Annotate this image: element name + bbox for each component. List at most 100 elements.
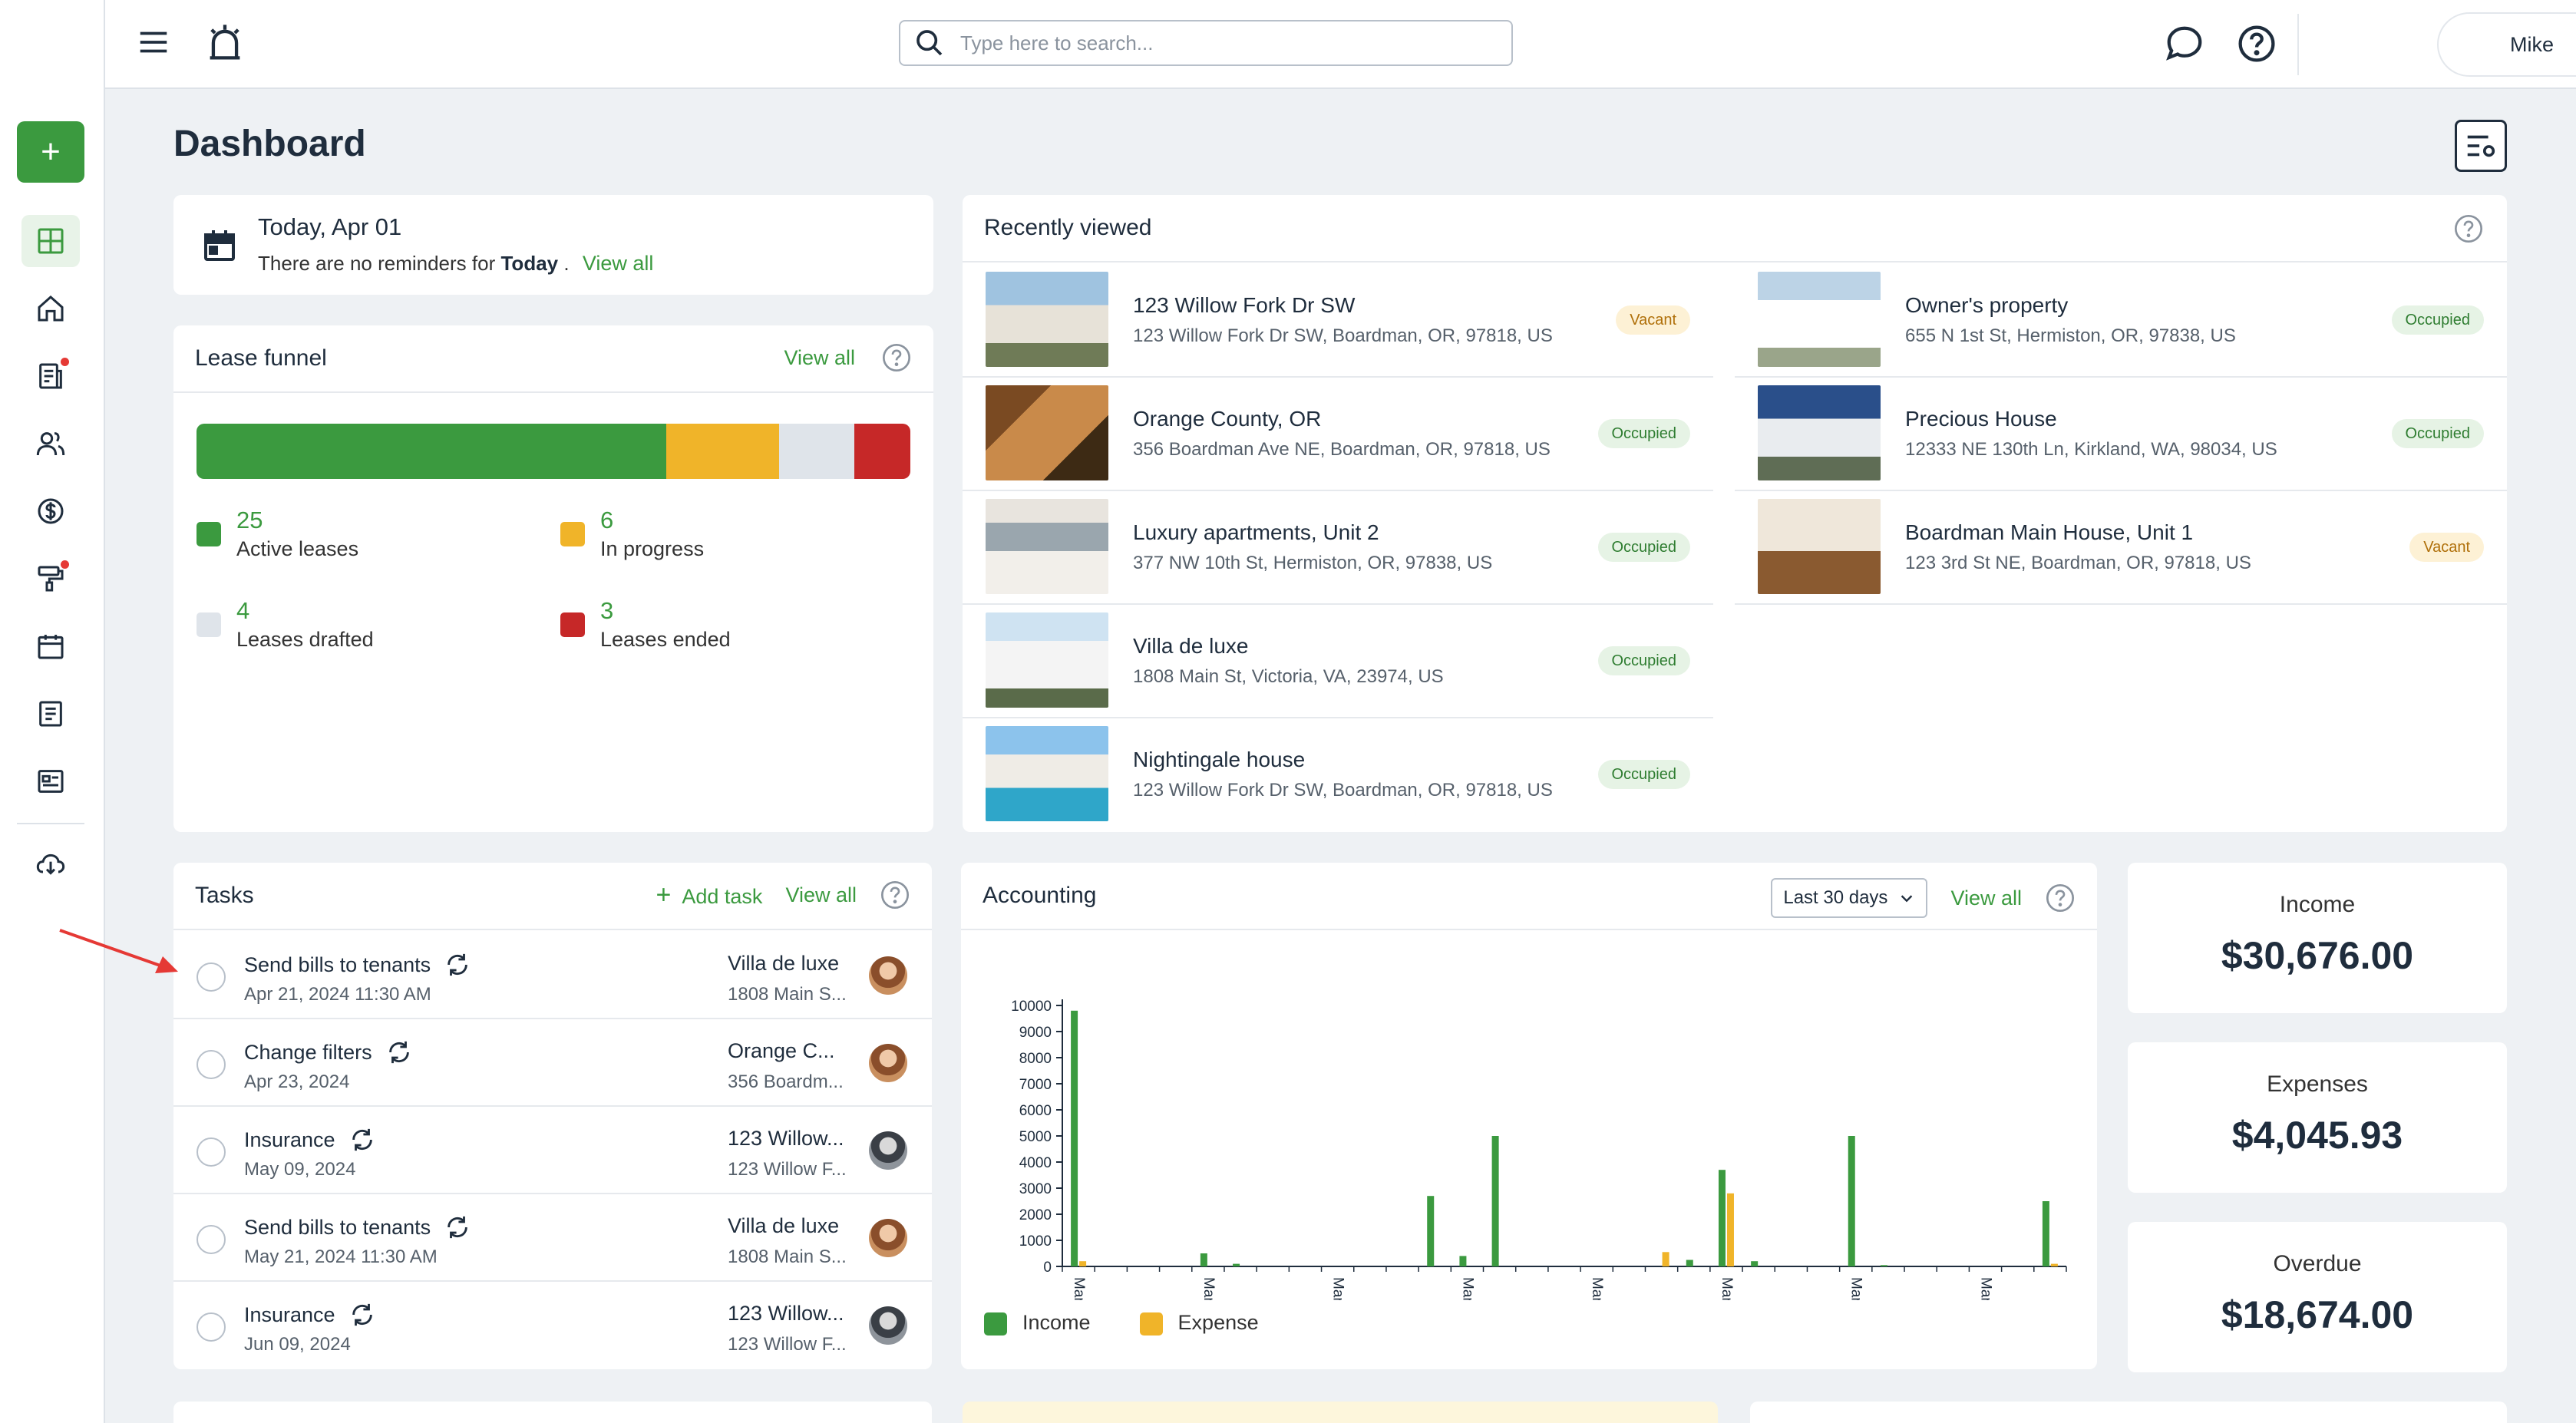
recent-property-item[interactable]: Precious House 12333 NE 130th Ln, Kirkla… bbox=[1735, 378, 2507, 491]
property-name: Precious House bbox=[1905, 407, 2057, 431]
task-property: Villa de luxe bbox=[728, 952, 840, 975]
legend-item-expense[interactable]: Expense bbox=[1139, 1311, 1259, 1336]
sidebar-item-dashboard[interactable] bbox=[21, 215, 80, 267]
income-summary-card[interactable]: Income $30,676.00 bbox=[2128, 863, 2507, 1013]
dashboard-settings-button[interactable] bbox=[2455, 120, 2507, 172]
bar-income-mar-05 bbox=[1200, 1253, 1207, 1266]
top-bar: Mike bbox=[105, 0, 2576, 89]
legend-item-income[interactable]: Income bbox=[984, 1311, 1091, 1336]
property-address: 356 Boardman Ave NE, Boardman, OR, 97818… bbox=[1133, 439, 1551, 460]
task-complete-checkbox[interactable] bbox=[197, 1312, 226, 1342]
help-icon[interactable] bbox=[2453, 213, 2484, 244]
recent-property-item[interactable]: Boardman Main House, Unit 1 123 3rd St N… bbox=[1735, 491, 2507, 605]
task-complete-checkbox[interactable] bbox=[197, 1225, 226, 1254]
accounting-chart: 0 1000 2000 3000 4000 5000 6000 7000 8000 9000 100… bbox=[1011, 999, 2067, 1300]
accounting-card: Accounting Last 30 days View all 0 1000 20… bbox=[961, 863, 2097, 1369]
calendar-icon bbox=[38, 635, 64, 659]
sidebar-item-maintenance[interactable] bbox=[21, 553, 80, 605]
sidebar-item-calendar[interactable] bbox=[21, 620, 80, 672]
funnel-label: Leases ended bbox=[600, 628, 731, 651]
property-name: Nightingale house bbox=[1133, 748, 1306, 771]
sidebar: + bbox=[0, 0, 105, 1423]
chevron-down-icon bbox=[1901, 895, 1913, 903]
annotation-arrow-icon bbox=[59, 929, 178, 973]
help-icon[interactable] bbox=[881, 342, 912, 373]
recent-property-item[interactable]: Luxury apartments, Unit 2 377 NW 10th St… bbox=[963, 491, 1713, 605]
sidebar-item-people[interactable] bbox=[21, 418, 80, 470]
funnel-item-drafted[interactable]: 4 Leases drafted bbox=[197, 597, 374, 652]
recurring-icon bbox=[447, 953, 467, 976]
funnel-item-active[interactable]: 25 Active leases bbox=[197, 507, 358, 561]
add-task-button[interactable]: + Add task bbox=[656, 880, 763, 910]
reminders-card: Today, Apr 01 There are no reminders for… bbox=[173, 195, 933, 295]
x-tick-label: Mar 25 bbox=[1848, 1277, 1864, 1300]
sidebar-item-notes[interactable] bbox=[21, 688, 80, 740]
summary-label: Expenses bbox=[2267, 1071, 2368, 1097]
accounting-header: Accounting Last 30 days View all bbox=[961, 863, 2097, 930]
search-box[interactable] bbox=[899, 20, 1513, 66]
y-tick-label: 7000 bbox=[1019, 1077, 1052, 1093]
y-tick-label: 3000 bbox=[1019, 1181, 1052, 1197]
assignee-avatar bbox=[869, 1306, 907, 1345]
accounting-view-all-link[interactable]: View all bbox=[1950, 886, 2022, 910]
task-complete-checkbox[interactable] bbox=[197, 1137, 226, 1167]
recently-viewed-header: Recently viewed bbox=[963, 195, 2507, 262]
task-address: 123 Willow F... bbox=[728, 1159, 847, 1180]
task-row[interactable]: Insurance May 09, 2024 123 Willow... 123… bbox=[173, 1107, 932, 1194]
sidebar-item-reports[interactable] bbox=[21, 755, 80, 807]
sidebar-item-cloud[interactable] bbox=[21, 838, 80, 890]
period-select[interactable]: Last 30 days bbox=[1771, 878, 1928, 918]
recent-property-item[interactable]: Owner's property 655 N 1st St, Hermiston… bbox=[1735, 264, 2507, 378]
hamburger-menu-icon[interactable] bbox=[136, 25, 171, 60]
funnel-label: Leases drafted bbox=[236, 628, 374, 651]
today-date: Today, Apr 01 bbox=[258, 213, 402, 240]
recurring-icon bbox=[447, 1216, 467, 1239]
funnel-label: Active leases bbox=[236, 537, 359, 560]
funnel-item-ended[interactable]: 3 Leases ended bbox=[560, 597, 731, 652]
task-row[interactable]: Send bills to tenants May 21, 2024 11:30… bbox=[173, 1194, 932, 1282]
help-icon[interactable] bbox=[2236, 23, 2277, 64]
search-input[interactable] bbox=[960, 31, 1482, 55]
recent-property-item[interactable]: 123 Willow Fork Dr SW 123 Willow Fork Dr… bbox=[963, 264, 1713, 378]
reminder-bold: Today bbox=[500, 252, 559, 275]
task-complete-checkbox[interactable] bbox=[197, 962, 226, 992]
lease-funnel-view-all-link[interactable]: View all bbox=[784, 345, 855, 369]
recurring-icon bbox=[352, 1303, 372, 1326]
funnel-item-progress[interactable]: 6 In progress bbox=[560, 507, 704, 561]
recent-property-item[interactable]: Orange County, OR 356 Boardman Ave NE, B… bbox=[963, 378, 1713, 491]
sidebar-item-leasing[interactable] bbox=[21, 350, 80, 402]
status-badge: Occupied bbox=[2391, 419, 2484, 448]
user-menu[interactable]: Mike bbox=[2437, 12, 2576, 77]
logo-bell-icon[interactable] bbox=[205, 21, 245, 64]
funnel-segment-ended[interactable] bbox=[854, 424, 910, 479]
task-row[interactable]: Change filters Apr 23, 2024 Orange C... … bbox=[173, 1019, 932, 1107]
task-property: 123 Willow... bbox=[728, 1302, 844, 1325]
assignee-avatar bbox=[869, 1131, 907, 1170]
chat-icon[interactable] bbox=[2164, 23, 2205, 64]
task-complete-checkbox[interactable] bbox=[197, 1050, 226, 1079]
property-name: Boardman Main House, Unit 1 bbox=[1905, 520, 2194, 544]
overdue-summary-card[interactable]: Overdue $18,674.00 bbox=[2128, 1222, 2507, 1372]
plus-icon: + bbox=[656, 880, 672, 910]
funnel-segment-active[interactable] bbox=[197, 424, 666, 479]
add-new-button[interactable]: + bbox=[17, 121, 84, 183]
funnel-segment-progress[interactable] bbox=[665, 424, 779, 479]
reminder-suffix: . bbox=[563, 252, 570, 275]
task-address: 1808 Main S... bbox=[728, 1246, 847, 1267]
help-icon[interactable] bbox=[2045, 883, 2076, 913]
legend-swatch-expense bbox=[1139, 1312, 1163, 1336]
funnel-segment-drafted[interactable] bbox=[778, 424, 854, 479]
property-address: 377 NW 10th St, Hermiston, OR, 97838, US bbox=[1133, 553, 1493, 573]
help-icon[interactable] bbox=[880, 880, 910, 910]
expenses-summary-card[interactable]: Expenses $4,045.93 bbox=[2128, 1042, 2507, 1193]
tasks-header: Tasks + Add task View all bbox=[173, 863, 932, 930]
task-row[interactable]: Insurance Jun 09, 2024 123 Willow... 123… bbox=[173, 1282, 932, 1369]
reminders-view-all-link[interactable]: View all bbox=[582, 252, 654, 275]
sidebar-item-accounting[interactable] bbox=[21, 485, 80, 537]
report-icon bbox=[38, 770, 64, 793]
recent-property-item[interactable]: Villa de luxe 1808 Main St, Victoria, VA… bbox=[963, 605, 1713, 718]
sidebar-item-properties[interactable] bbox=[21, 282, 80, 335]
tasks-view-all-link[interactable]: View all bbox=[785, 883, 857, 906]
recent-property-item[interactable]: Nightingale house 123 Willow Fork Dr SW,… bbox=[963, 718, 1713, 832]
task-row[interactable]: Send bills to tenants Apr 21, 2024 11:30… bbox=[173, 932, 932, 1019]
